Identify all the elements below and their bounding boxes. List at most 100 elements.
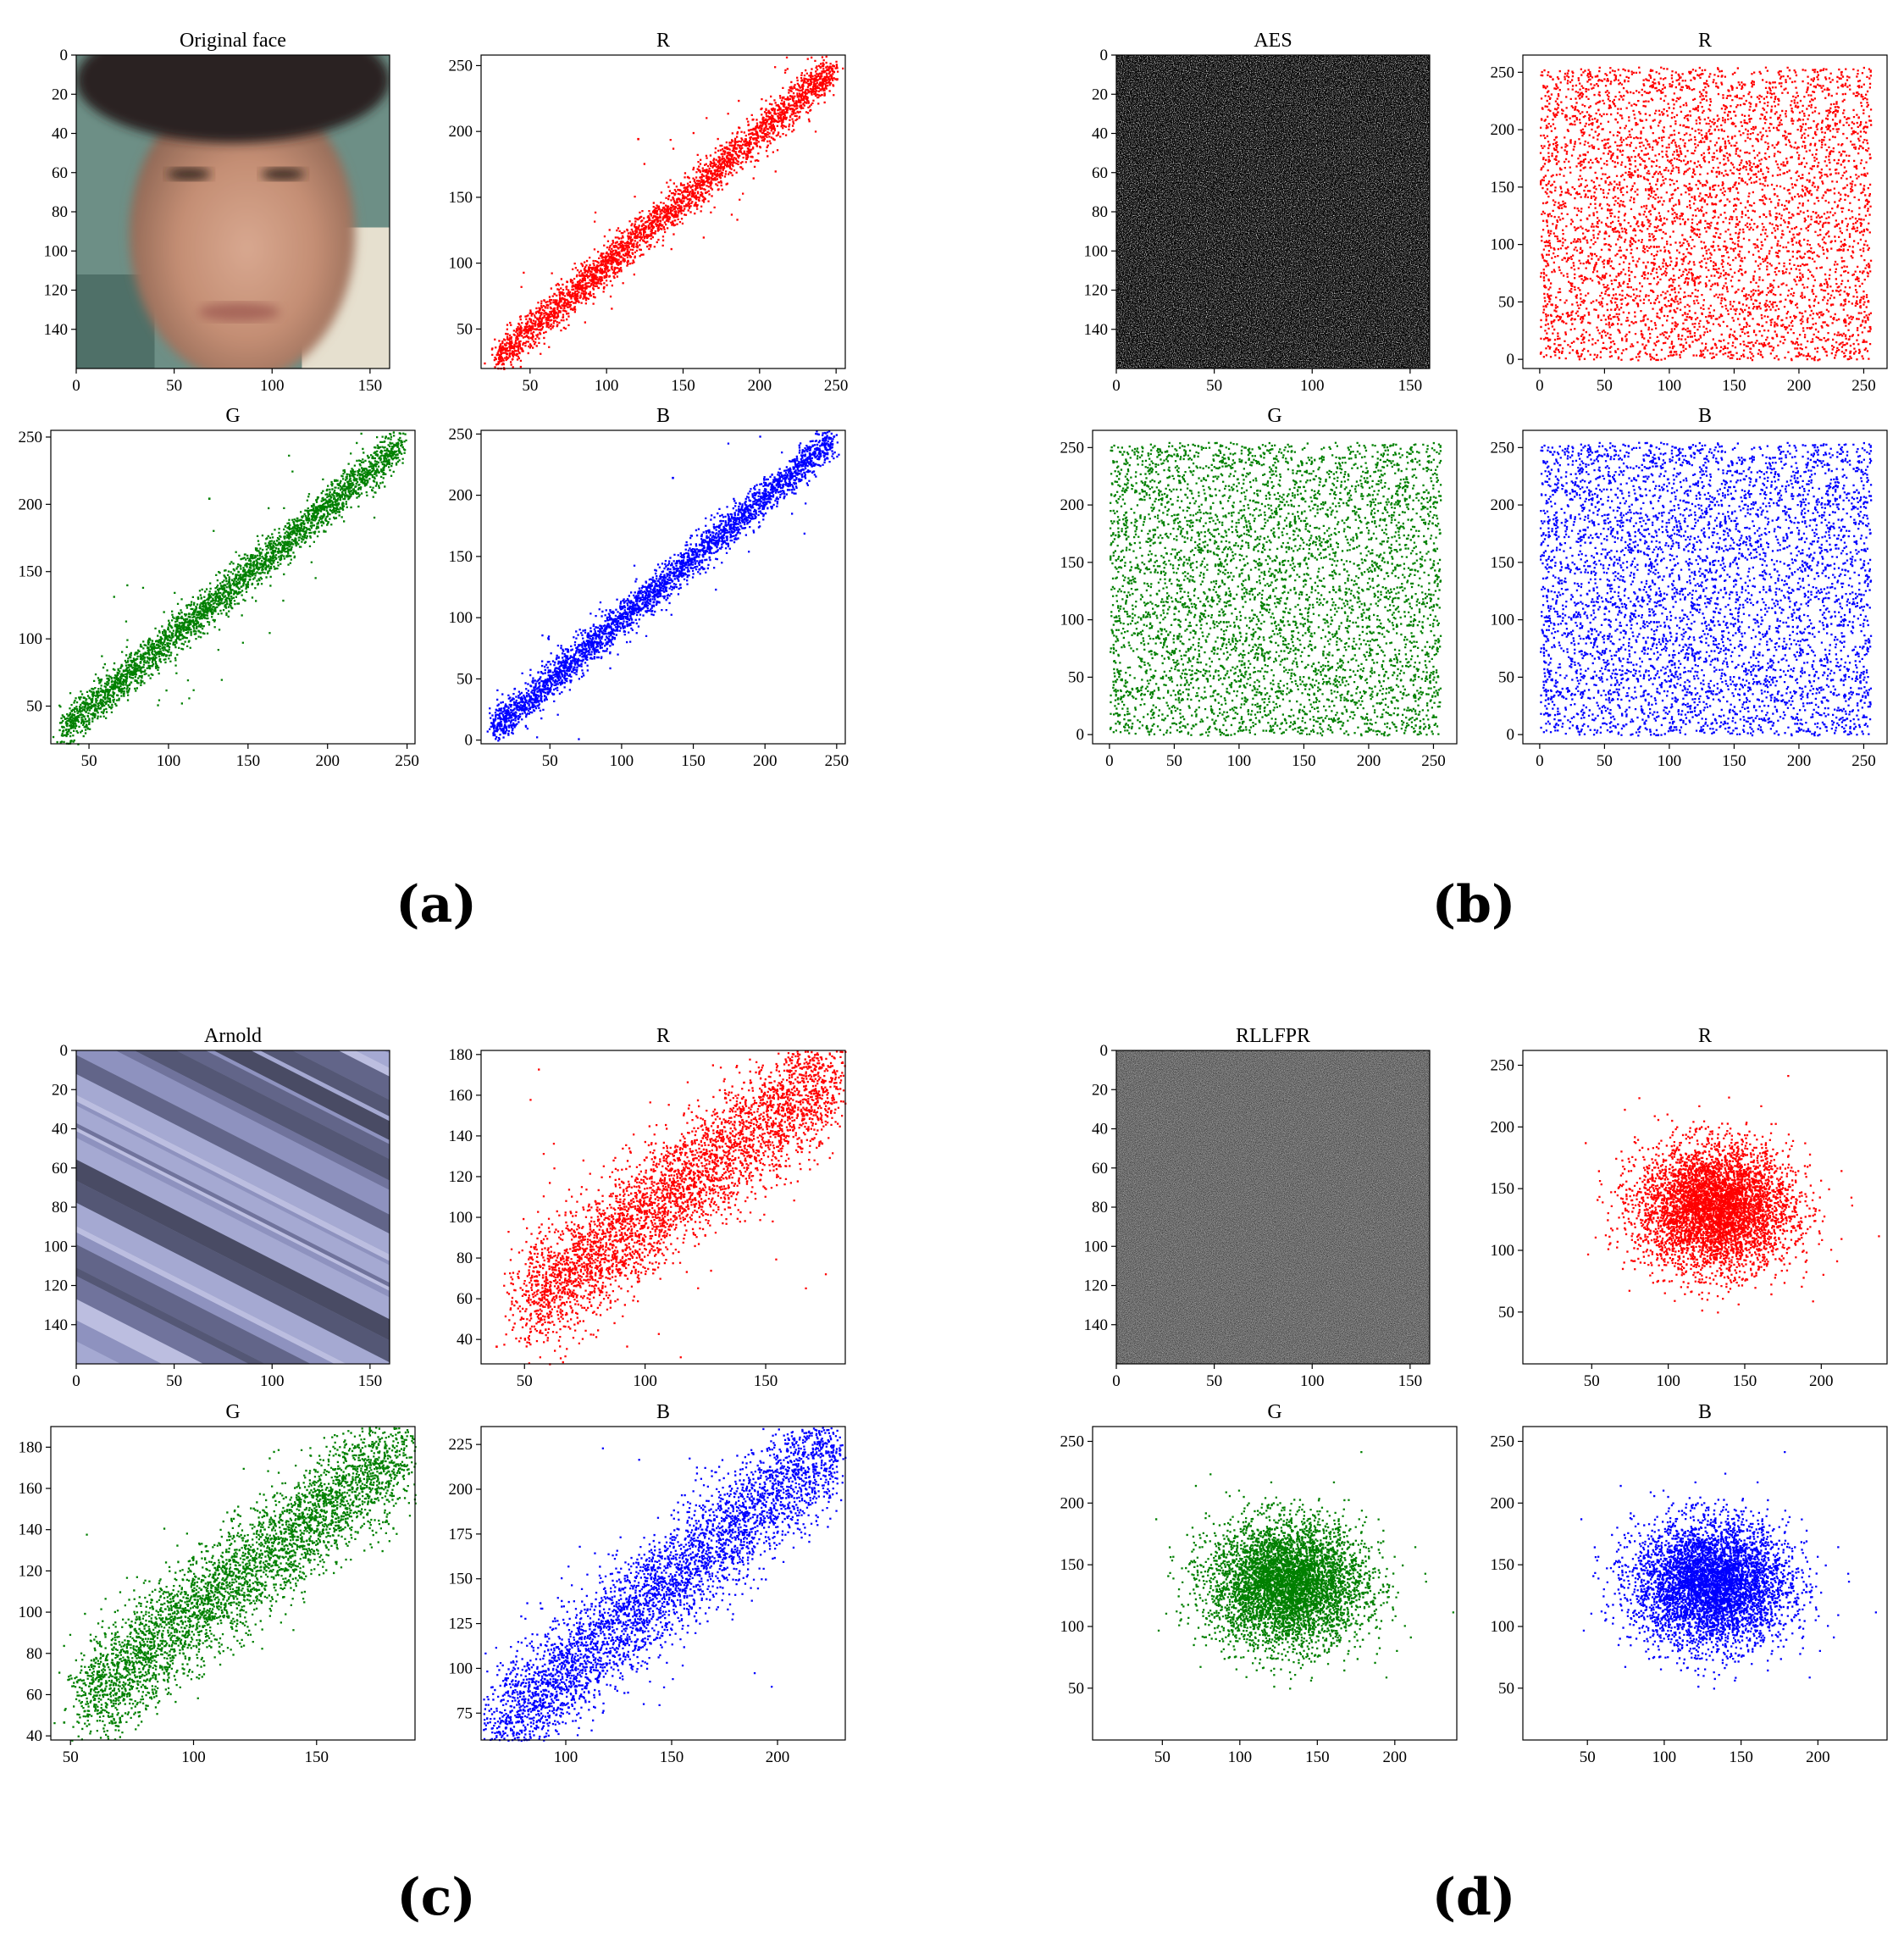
subplot-title: G xyxy=(1267,1401,1281,1423)
subplot-b-aes: 0 50 100 150 0 20 40 60 80 100 120 140 AES xyxy=(1084,30,1431,395)
y-tick-label: 120 xyxy=(44,1277,69,1295)
y-tick-label: 150 xyxy=(1491,554,1515,572)
subplot-d-r: 50 100 150 200 50 100 150 200 250 R xyxy=(1491,1025,1888,1390)
x-tick-label: 200 xyxy=(1809,1372,1834,1390)
y-tick-label: 120 xyxy=(19,1562,43,1580)
y-tick-label: 0 xyxy=(465,732,473,750)
data-point xyxy=(208,497,211,500)
subplot-title: Arnold xyxy=(204,1025,262,1047)
scatter-points xyxy=(486,430,840,742)
plot-frame xyxy=(50,429,416,745)
data-point xyxy=(766,1125,768,1128)
data-point xyxy=(492,725,495,728)
data-point xyxy=(327,505,330,508)
y-tick-label: 120 xyxy=(1084,1277,1109,1295)
x-tick-label: 100 xyxy=(1300,1372,1325,1390)
data-point xyxy=(564,666,567,669)
y-tick-label: 250 xyxy=(1060,1432,1085,1450)
y-tick-label: 180 xyxy=(19,1438,43,1456)
scatter-points xyxy=(483,1427,847,1743)
x-tick-label: 150 xyxy=(1398,1372,1423,1390)
x-tick-label: 200 xyxy=(753,752,778,770)
x-tick-label: 250 xyxy=(1851,377,1876,395)
y-tick-label: 0 xyxy=(1100,1042,1109,1060)
y-tick-label: 0 xyxy=(1507,351,1515,368)
data-point xyxy=(833,1071,836,1073)
x-tick-label: 150 xyxy=(1398,377,1423,395)
x-tick-label: 200 xyxy=(1357,752,1381,770)
y-tick-label: 40 xyxy=(26,1727,42,1745)
plot-frame xyxy=(1092,1426,1458,1741)
scatter-points xyxy=(53,1427,417,1742)
x-tick-label: 150 xyxy=(305,1748,329,1766)
x-tick-label: 150 xyxy=(754,1372,778,1390)
y-tick-label: 100 xyxy=(1060,612,1085,629)
y-tick-label: 150 xyxy=(1491,1556,1515,1574)
plot-frame xyxy=(480,429,846,745)
subplot-title: Original face xyxy=(180,30,286,52)
y-tick-label: 40 xyxy=(457,1331,473,1349)
diagonal-stripes xyxy=(76,1050,390,1364)
subplot-a-g: 50 100 150 200 250 50 100 150 200 250 G xyxy=(19,405,419,770)
x-tick-label: 0 xyxy=(1105,752,1114,770)
y-tick-label: 200 xyxy=(1491,496,1515,514)
y-tick-label: 20 xyxy=(52,86,68,103)
data-point xyxy=(536,1302,540,1305)
subplot-title: B xyxy=(656,1401,670,1423)
y-tick-label: 80 xyxy=(52,203,68,221)
data-point xyxy=(498,1726,501,1728)
x-tick-label: 250 xyxy=(1851,752,1876,770)
noise-gray-bw xyxy=(1116,55,1430,368)
y-tick-label: 50 xyxy=(1068,1680,1084,1698)
y-tick-label: 250 xyxy=(449,425,473,443)
y-tick-label: 40 xyxy=(1092,1121,1108,1139)
y-tick-label: 250 xyxy=(1491,1056,1515,1074)
subplot-title: G xyxy=(225,1401,240,1423)
y-tick-label: 100 xyxy=(1491,1242,1515,1260)
data-point xyxy=(778,1489,780,1492)
x-tick-label: 100 xyxy=(610,752,634,770)
scatter-points xyxy=(1585,1075,1880,1314)
y-tick-label: 0 xyxy=(1507,726,1515,744)
y-tick-label: 120 xyxy=(449,1168,473,1186)
y-tick-label: 180 xyxy=(449,1046,473,1064)
data-point xyxy=(63,1721,66,1724)
subplot-b-g: 0 50 100 150 200 250 0 50 100 150 200 250 G xyxy=(1060,405,1458,770)
y-tick-label: 20 xyxy=(1092,1081,1108,1099)
y-tick-label: 100 xyxy=(1084,242,1109,260)
subplot-title: AES xyxy=(1254,30,1292,52)
scatter-points xyxy=(52,431,407,745)
y-tick-label: 40 xyxy=(52,125,68,143)
y-tick-label: 150 xyxy=(1491,179,1515,197)
y-tick-label: 250 xyxy=(1491,1432,1515,1450)
y-tick-label: 40 xyxy=(1092,125,1108,143)
scatter-points xyxy=(1539,66,1873,362)
scatter-points xyxy=(495,1050,847,1366)
x-tick-label: 50 xyxy=(1206,377,1222,395)
y-tick-label: 100 xyxy=(19,630,43,648)
y-tick-label: 140 xyxy=(1084,321,1109,339)
subplot-title: R xyxy=(656,1025,670,1047)
x-tick-label: 150 xyxy=(358,1372,383,1390)
y-tick-label: 140 xyxy=(44,321,69,339)
x-tick-label: 50 xyxy=(1154,1748,1171,1766)
subplot-a-b: 50 100 150 200 250 0 50 100 150 200 250 B xyxy=(449,405,850,770)
y-tick-label: 60 xyxy=(26,1686,42,1704)
x-tick-label: 200 xyxy=(315,752,340,770)
plot-frame xyxy=(50,1426,416,1741)
subplot-d-rllfpr: 0 50 100 150 0 20 40 60 80 100 120 140 RLLFPR xyxy=(1084,1025,1431,1390)
subplot-c-arnold: 0 50 100 150 0 20 40 60 80 100 120 140 Arnold xyxy=(44,1025,390,1390)
x-tick-label: 100 xyxy=(260,1372,285,1390)
x-tick-label: 100 xyxy=(1227,752,1252,770)
y-tick-label: 120 xyxy=(1084,282,1109,300)
y-tick-label: 100 xyxy=(449,255,473,273)
x-tick-label: 100 xyxy=(1656,1372,1680,1390)
y-tick-label: 150 xyxy=(1060,1556,1085,1574)
plot-frame xyxy=(480,1426,846,1741)
x-tick-label: 50 xyxy=(1580,1748,1596,1766)
plot-frame xyxy=(480,54,846,369)
y-tick-label: 200 xyxy=(449,1481,473,1499)
subplot-title: R xyxy=(1698,30,1712,52)
scatter-points xyxy=(1539,441,1873,737)
data-point xyxy=(495,1345,498,1348)
